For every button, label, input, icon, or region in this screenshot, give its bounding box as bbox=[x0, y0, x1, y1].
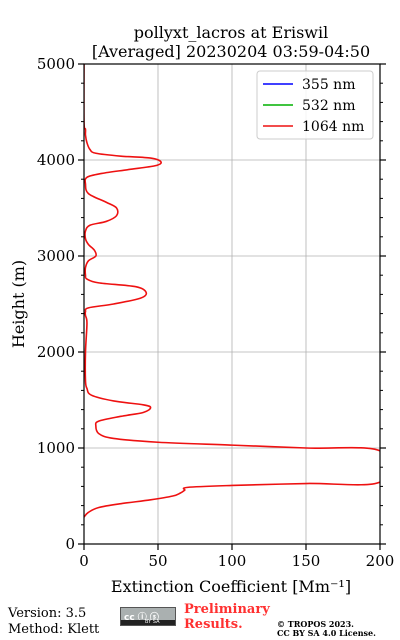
y-tick-label: 2000 bbox=[37, 343, 75, 361]
cc-license-badge: cc ⓘ ⓢ BY SA bbox=[120, 607, 176, 626]
x-tick-label: 200 bbox=[366, 552, 395, 570]
x-axis-label: Extinction Coefficient [Mm⁻¹] bbox=[111, 577, 351, 596]
y-axis-label: Height (m) bbox=[9, 260, 28, 348]
y-tick-label: 0 bbox=[65, 535, 75, 553]
version-text: Version: 3.5 bbox=[8, 606, 87, 621]
legend-entry: 532 nm bbox=[302, 98, 355, 114]
chart-subtitle: [Averaged] 20230204 03:59-04:50 bbox=[92, 42, 370, 61]
x-tick-label: 100 bbox=[218, 552, 247, 570]
method-text: Method: Klett bbox=[8, 622, 100, 637]
copyright-line-1: © TROPOS 2023. bbox=[277, 619, 354, 629]
copyright-line-2: CC BY SA 4.0 License. bbox=[277, 628, 376, 638]
legend-box bbox=[256, 70, 374, 140]
legend-entry: 355 nm bbox=[302, 77, 355, 93]
x-tick-label: 0 bbox=[79, 552, 89, 570]
x-tick-label: 50 bbox=[148, 552, 167, 570]
series-line-2 bbox=[84, 64, 380, 518]
y-tick-label: 3000 bbox=[37, 247, 75, 265]
legend: 355 nm 532 nm 1064 nm bbox=[256, 70, 374, 140]
y-tick-label: 4000 bbox=[37, 151, 75, 169]
x-tick-label: 150 bbox=[292, 552, 321, 570]
chart-title: pollyxt_lacros at Eriswil bbox=[134, 23, 328, 42]
footer-info: Version: 3.5 Method: Klett bbox=[8, 606, 99, 638]
series-lines bbox=[84, 64, 380, 518]
preliminary-results-note: Preliminary Results. bbox=[184, 602, 270, 632]
y-tick-label: 1000 bbox=[37, 439, 75, 457]
legend-entry: 1064 nm bbox=[302, 119, 364, 135]
axis-ticks bbox=[78, 63, 386, 550]
cc-badge-sub: BY SA bbox=[145, 619, 160, 625]
y-tick-label: 5000 bbox=[37, 55, 75, 73]
preliminary-line-1: Preliminary bbox=[184, 602, 270, 617]
cc-badge-icons: cc ⓘ ⓢ bbox=[124, 613, 159, 623]
copyright-note: © TROPOS 2023. CC BY SA 4.0 License. bbox=[277, 620, 376, 638]
preliminary-line-2: Results. bbox=[184, 617, 243, 632]
